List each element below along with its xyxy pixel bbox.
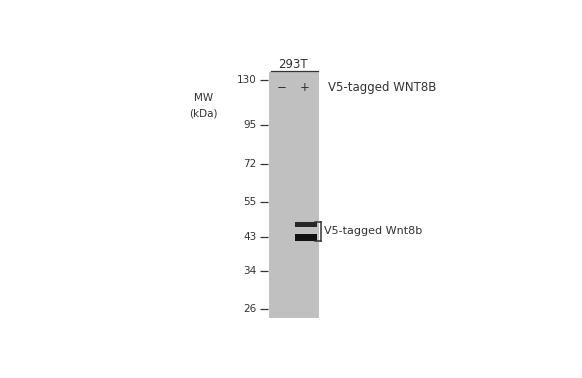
Text: +: + (300, 81, 310, 94)
Text: 26: 26 (243, 304, 257, 314)
Text: (kDa): (kDa) (189, 109, 218, 119)
Bar (294, 222, 317, 227)
Text: 130: 130 (237, 75, 257, 85)
Bar (294, 234, 317, 240)
Text: 55: 55 (243, 197, 257, 208)
Text: −: − (276, 81, 286, 94)
Text: 293T: 293T (278, 58, 307, 71)
Text: MW: MW (194, 93, 213, 103)
Text: 72: 72 (243, 159, 257, 169)
Text: 95: 95 (243, 120, 257, 130)
Text: 43: 43 (243, 232, 257, 242)
Text: V5-tagged Wnt8b: V5-tagged Wnt8b (324, 226, 423, 236)
Text: V5-tagged WNT8B: V5-tagged WNT8B (328, 81, 436, 94)
Text: 34: 34 (243, 266, 257, 276)
Bar (269, 71, 318, 318)
